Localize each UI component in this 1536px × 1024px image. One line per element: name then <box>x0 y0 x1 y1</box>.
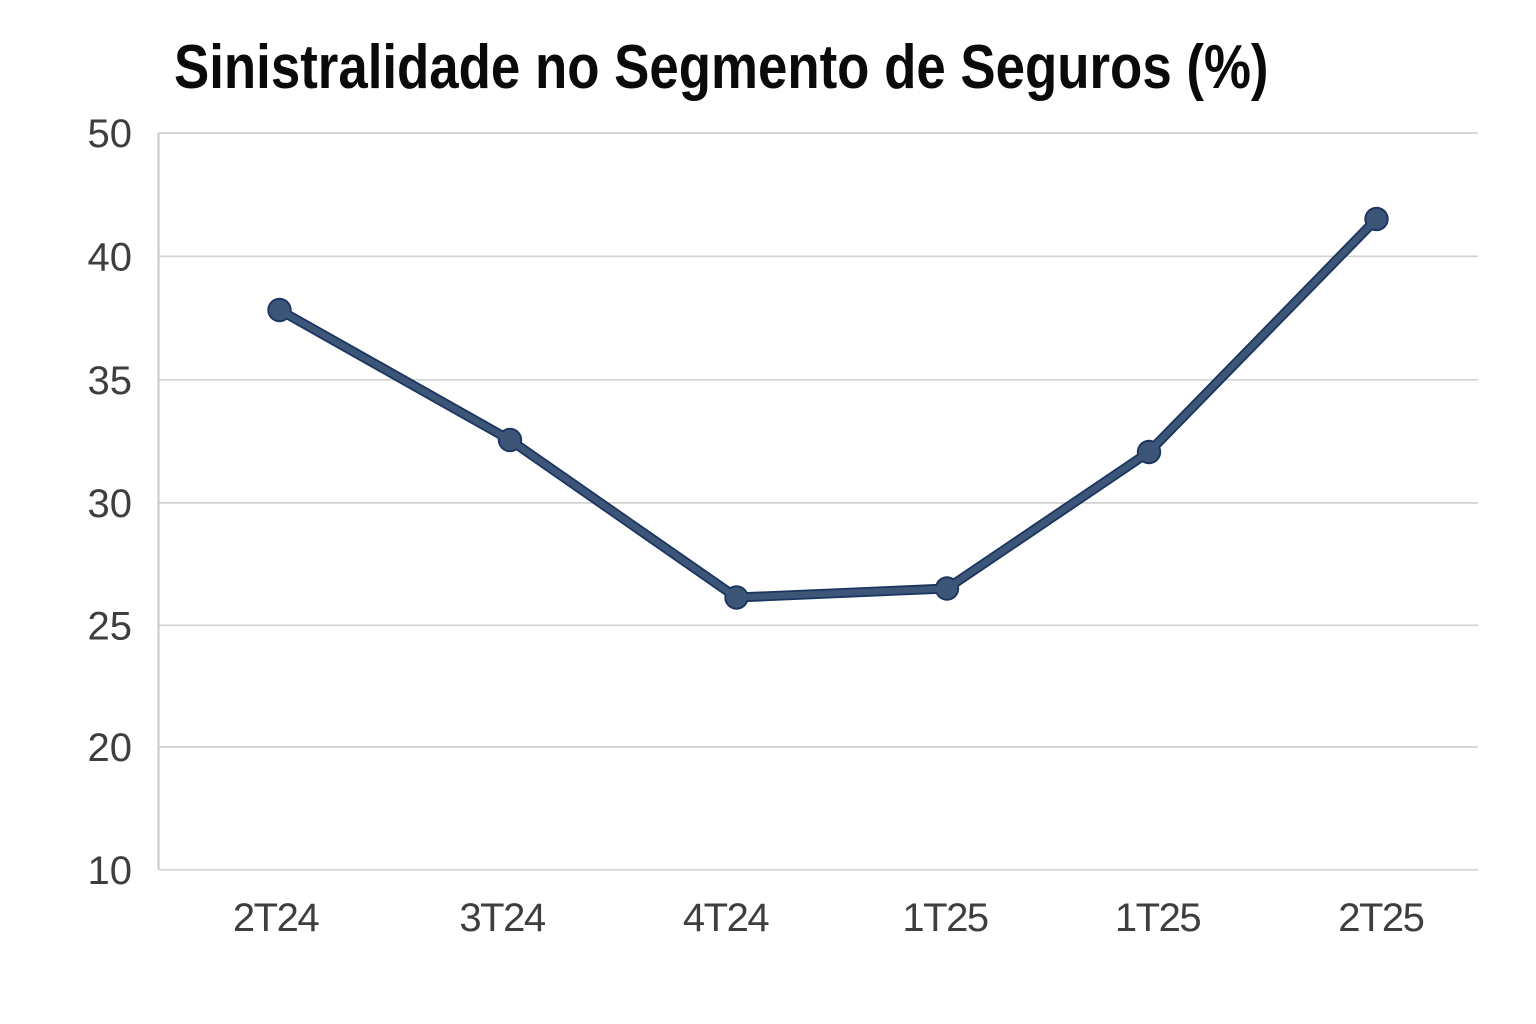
svg-text:25: 25 <box>88 604 133 648</box>
svg-text:40: 40 <box>88 235 133 279</box>
svg-text:50: 50 <box>88 112 133 156</box>
svg-text:10: 10 <box>88 849 133 893</box>
svg-text:3T24: 3T24 <box>459 896 545 940</box>
svg-text:1T25: 1T25 <box>1115 896 1200 940</box>
svg-text:1T25: 1T25 <box>902 896 987 940</box>
svg-text:Sinistralidade no Segmento de: Sinistralidade no Segmento de Seguros (%… <box>174 33 1268 102</box>
svg-text:2T25: 2T25 <box>1338 896 1423 940</box>
svg-text:2T24: 2T24 <box>233 896 319 940</box>
svg-text:35: 35 <box>88 359 133 403</box>
svg-text:30: 30 <box>88 482 133 526</box>
svg-text:4T24: 4T24 <box>683 896 769 940</box>
svg-text:20: 20 <box>88 726 133 770</box>
